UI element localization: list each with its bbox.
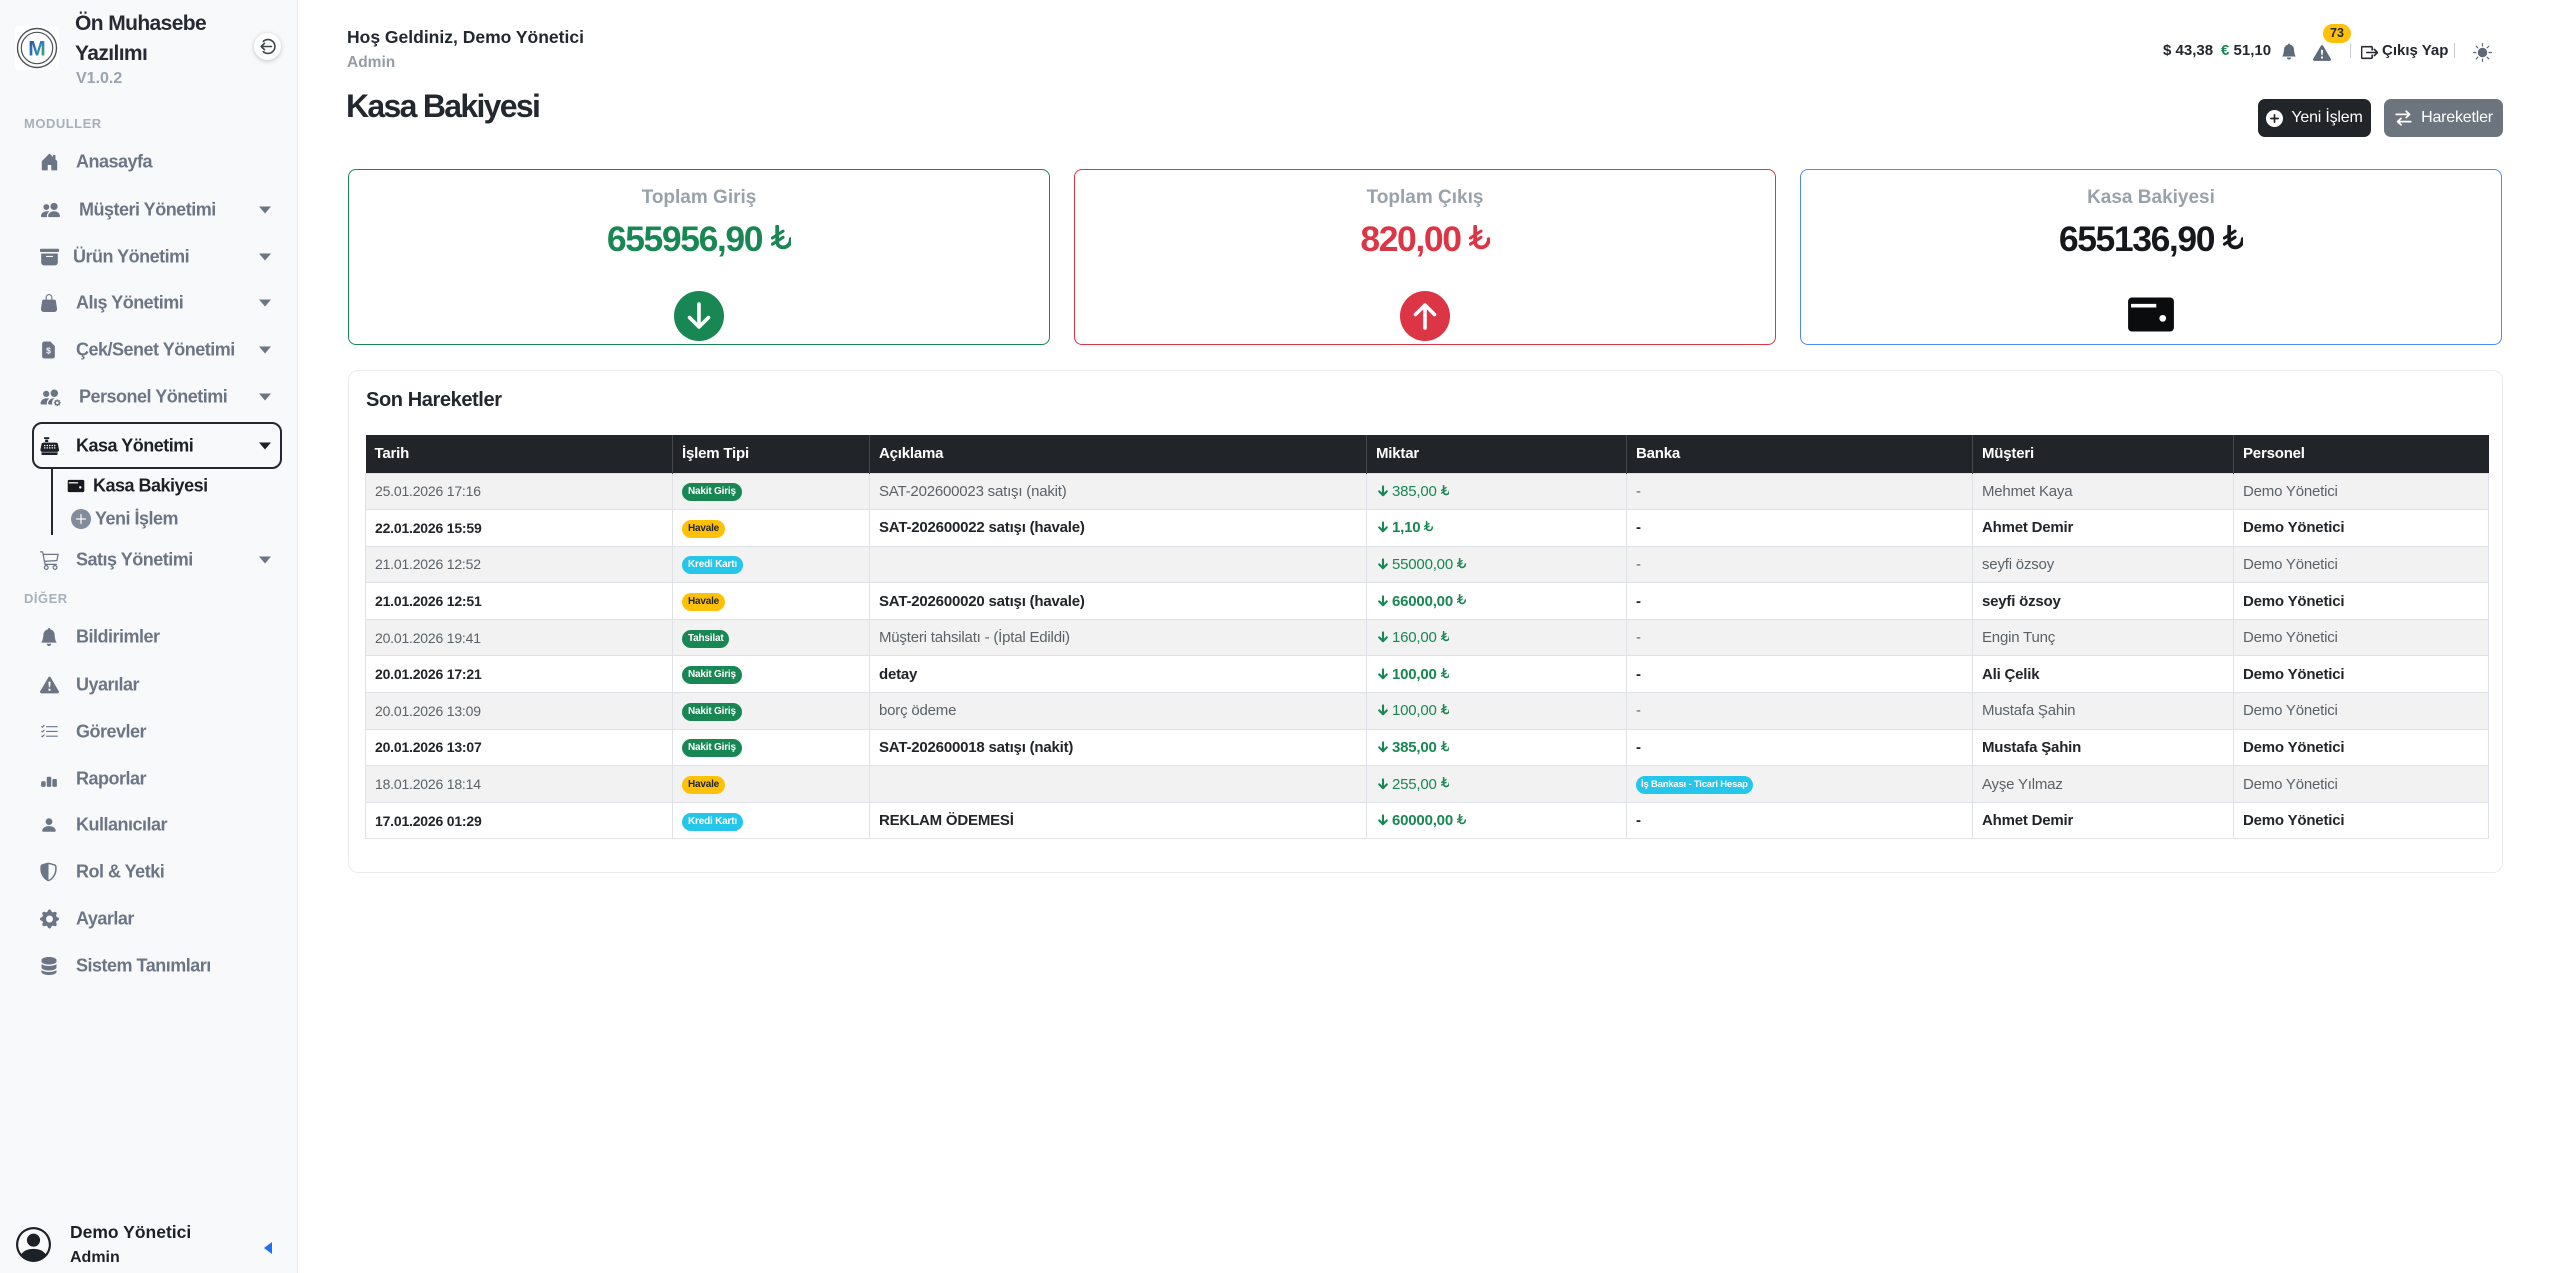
svg-text:M: M <box>28 38 46 61</box>
svg-text:$: $ <box>46 346 51 356</box>
